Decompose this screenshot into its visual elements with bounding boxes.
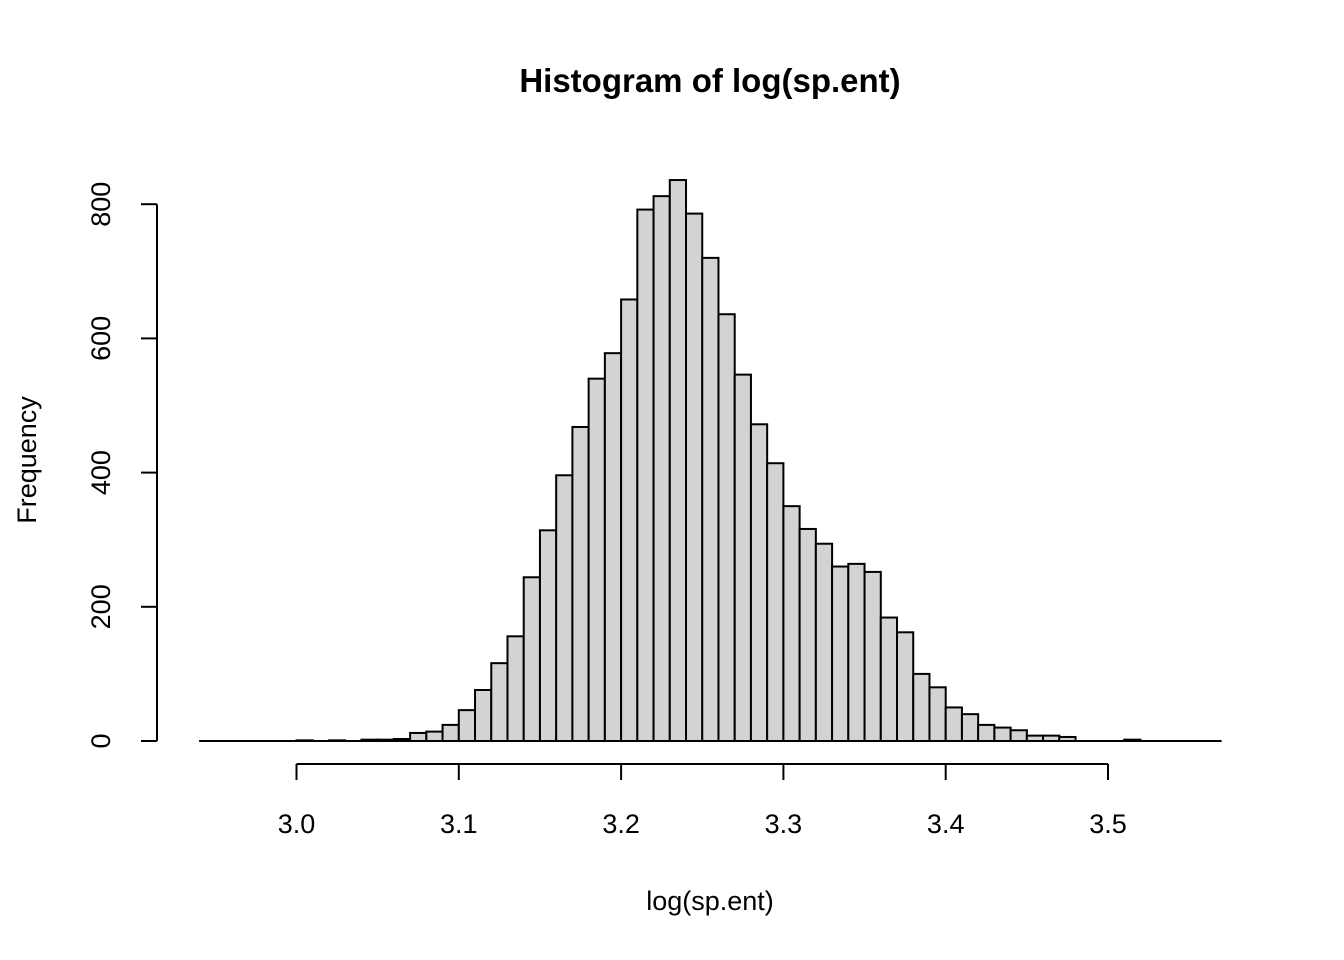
histogram-bar xyxy=(831,565,850,742)
histogram-bar xyxy=(490,662,509,742)
histogram-bar xyxy=(766,462,785,742)
histogram-bar xyxy=(1009,729,1028,743)
histogram-bar xyxy=(571,425,590,742)
histogram-bar xyxy=(668,179,688,743)
histogram-bar xyxy=(474,689,493,742)
histogram-bar xyxy=(701,256,720,742)
histogram-bar xyxy=(749,423,769,742)
histogram-bar xyxy=(538,529,558,742)
histogram-bar xyxy=(993,726,1012,743)
histogram-bar xyxy=(506,635,525,743)
y-tick-label: 400 xyxy=(86,450,116,495)
histogram-bar xyxy=(733,373,752,742)
histogram-bar xyxy=(441,723,460,743)
x-tick-label: 3.4 xyxy=(927,809,965,839)
histogram-bar xyxy=(782,505,801,742)
histogram-bar xyxy=(620,298,639,742)
histogram-bar xyxy=(879,616,899,742)
histogram-bar xyxy=(912,672,931,743)
y-tick-label: 800 xyxy=(86,182,116,227)
y-tick-label: 0 xyxy=(86,733,116,748)
x-tick-label: 3.2 xyxy=(602,809,640,839)
histogram-bar xyxy=(587,377,606,742)
x-tick-label: 3.3 xyxy=(765,809,803,839)
y-axis-label: Frequency xyxy=(12,396,42,524)
histogram-bars xyxy=(199,179,1222,743)
histogram-bar xyxy=(863,570,882,742)
histogram-bar xyxy=(960,713,980,742)
histogram-bar xyxy=(896,631,915,742)
histogram-bar xyxy=(457,709,477,743)
x-tick-label: 3.1 xyxy=(440,809,478,839)
histogram-bar xyxy=(798,527,817,743)
x-tick-label: 3.0 xyxy=(278,809,316,839)
histogram-bar xyxy=(652,195,671,742)
histogram-bar xyxy=(717,313,736,742)
histogram-bar xyxy=(928,686,947,743)
y-tick-label: 200 xyxy=(86,584,116,629)
y-tick-label: 600 xyxy=(86,316,116,361)
histogram-bar xyxy=(425,730,444,742)
x-tick-label: 3.5 xyxy=(1089,809,1127,839)
histogram-bar xyxy=(814,542,834,742)
x-axis-label: log(sp.ent) xyxy=(646,886,774,916)
y-axis: 0 200 400 600 800 xyxy=(86,182,158,749)
histogram-bar xyxy=(603,352,623,742)
histogram-bar xyxy=(636,208,655,742)
x-axis: 3.0 3.1 3.2 3.3 3.4 3.5 xyxy=(278,763,1127,839)
histogram-bar xyxy=(522,576,541,743)
histogram-bar xyxy=(977,723,996,743)
histogram-bar xyxy=(409,731,428,743)
histogram-bar xyxy=(944,706,963,743)
chart-title: Histogram of log(sp.ent) xyxy=(519,62,900,99)
histogram-bar xyxy=(685,212,704,742)
histogram-bar xyxy=(555,474,574,742)
histogram-bar xyxy=(847,562,866,742)
